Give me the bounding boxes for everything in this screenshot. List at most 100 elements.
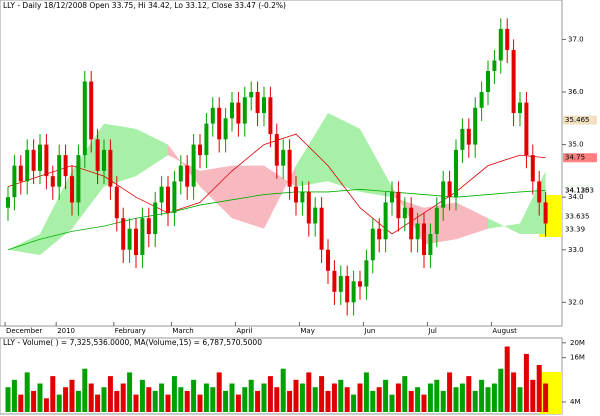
cloud xyxy=(40,170,72,256)
candle-body xyxy=(134,228,138,256)
candle-body xyxy=(377,228,382,240)
volume-bar xyxy=(434,379,440,412)
volume-bar xyxy=(453,387,459,412)
price-label: 34.1303 xyxy=(565,186,594,194)
candle-body xyxy=(95,139,100,171)
y-tick-label: 20M xyxy=(570,339,585,347)
candle-body xyxy=(294,186,298,203)
volume-bar xyxy=(274,387,280,412)
cloud xyxy=(328,113,360,192)
candle-body xyxy=(313,207,318,224)
price-label-bg xyxy=(563,115,597,125)
volume-bar xyxy=(146,387,152,412)
candle-body xyxy=(262,97,266,114)
volume-bar xyxy=(56,394,62,412)
candle-body xyxy=(402,207,407,219)
candle-body xyxy=(460,128,465,150)
candle-body xyxy=(108,149,113,187)
candle-body xyxy=(89,81,94,140)
candle-body xyxy=(428,233,433,256)
candle-body xyxy=(223,118,228,140)
volume-bar xyxy=(530,379,536,412)
volume-bar xyxy=(331,383,337,412)
volume-bar xyxy=(440,390,446,412)
volume-bar xyxy=(159,383,165,412)
volume-bar xyxy=(11,379,17,412)
volume-bar xyxy=(408,390,414,412)
candle-body xyxy=(166,186,170,213)
y-tick-label: 32.0 xyxy=(568,298,584,306)
candle-body xyxy=(511,49,516,114)
volume-bar xyxy=(197,394,203,412)
candle-body xyxy=(473,107,478,145)
cloud xyxy=(456,202,488,240)
volume-bar xyxy=(75,390,81,412)
candle-body xyxy=(466,128,471,145)
candle-body xyxy=(191,144,196,187)
candle-body xyxy=(178,165,183,182)
price-label: 34.75 xyxy=(565,154,585,162)
candle-body xyxy=(274,134,279,166)
volume-bar xyxy=(351,394,357,412)
candle-body xyxy=(185,165,190,187)
volume-bar xyxy=(101,387,107,412)
candle-body xyxy=(82,81,87,156)
candle-body xyxy=(6,197,10,208)
candle-body xyxy=(25,149,30,182)
volume-bar xyxy=(491,383,497,412)
volume-bar xyxy=(325,390,331,412)
volume-bar xyxy=(114,390,120,412)
volume-bar xyxy=(178,387,184,412)
candle-body xyxy=(454,149,458,198)
volume-bar xyxy=(421,394,427,412)
x-tick-label: December xyxy=(6,327,42,335)
candle-body xyxy=(44,144,49,177)
candle-body xyxy=(441,181,446,208)
candle-body xyxy=(492,60,497,71)
candle-body xyxy=(498,28,503,61)
volume-bar xyxy=(287,390,293,412)
y-tick-label: 16M xyxy=(570,354,585,362)
volume-bar xyxy=(69,379,75,412)
volume-bar xyxy=(293,379,299,412)
marks xyxy=(4,18,597,412)
candle-body xyxy=(518,102,522,114)
volume-bar xyxy=(299,383,305,412)
candle-body xyxy=(217,107,222,140)
x-tick-label: 2010 xyxy=(57,327,75,335)
price-label: 33.635 xyxy=(565,212,590,220)
cloud xyxy=(136,128,168,177)
candle-body xyxy=(338,276,343,292)
candle-body xyxy=(242,97,247,124)
cloud xyxy=(264,165,296,229)
volume-bar xyxy=(267,376,273,412)
chart-title: LLY - Daily 18/12/2008 Open 33.75, Hi 34… xyxy=(3,1,286,10)
price-label: 35.465 xyxy=(565,116,590,124)
candle-body xyxy=(434,207,439,234)
candle-body xyxy=(479,92,484,108)
price-label: 34.125 xyxy=(565,187,590,195)
price-label-bg xyxy=(563,186,597,196)
candle-body xyxy=(332,270,337,292)
x-tick-label: Jul xyxy=(427,327,437,335)
candle-body xyxy=(18,165,23,182)
candle-body xyxy=(383,202,388,240)
volume-bar xyxy=(504,346,510,412)
candle-body xyxy=(140,218,145,256)
candle-body xyxy=(249,92,254,98)
price-label-bg xyxy=(563,211,597,221)
volume-bar xyxy=(203,383,209,412)
x-tick-label: May xyxy=(300,327,314,335)
volume-bar xyxy=(523,353,529,412)
volume-bar xyxy=(459,383,465,412)
candle-body xyxy=(287,149,292,187)
volume-bar xyxy=(338,379,344,412)
volume-bar xyxy=(427,383,433,412)
candle-body xyxy=(409,207,414,240)
volume-bar xyxy=(389,394,395,412)
y-tick-label: 33.0 xyxy=(568,246,584,254)
moving-average xyxy=(7,188,546,251)
volume-bar xyxy=(498,368,504,412)
y-tick-label: 36.0 xyxy=(568,88,584,96)
